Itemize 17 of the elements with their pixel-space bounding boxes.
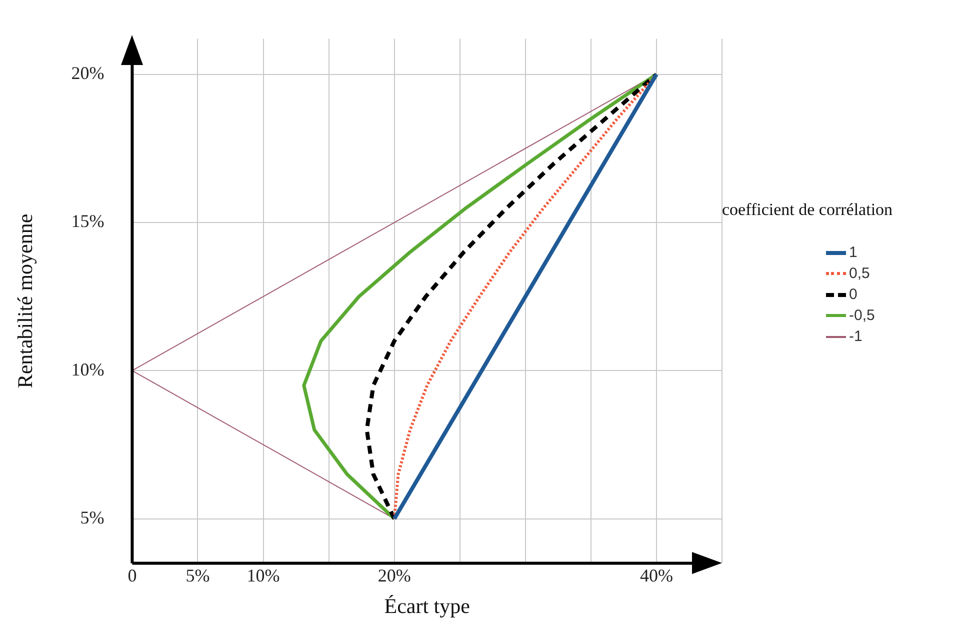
x-tick-label: 40% bbox=[640, 566, 673, 586]
x-tick-label: 5% bbox=[186, 566, 210, 586]
y-axis-title: Rentabilité moyenne bbox=[13, 214, 38, 388]
legend-label: 1 bbox=[849, 244, 858, 261]
legend-title: coefficient de corrélation bbox=[722, 200, 893, 220]
legend-label: 0,5 bbox=[849, 265, 870, 282]
y-tick-label: 5% bbox=[80, 507, 104, 528]
legend-label: -0,5 bbox=[849, 307, 875, 324]
legend-label: -1 bbox=[849, 328, 862, 345]
x-axis-title: Écart type bbox=[384, 594, 470, 618]
y-tick-label: 10% bbox=[71, 359, 104, 380]
y-tick-label: 15% bbox=[71, 211, 104, 232]
x-tick-label: 0 bbox=[128, 566, 137, 586]
x-tick-label: 20% bbox=[378, 566, 411, 586]
x-tick-label: 10% bbox=[246, 566, 280, 586]
legend-label: 0 bbox=[849, 286, 858, 303]
y-tick-label: 20% bbox=[71, 63, 104, 84]
